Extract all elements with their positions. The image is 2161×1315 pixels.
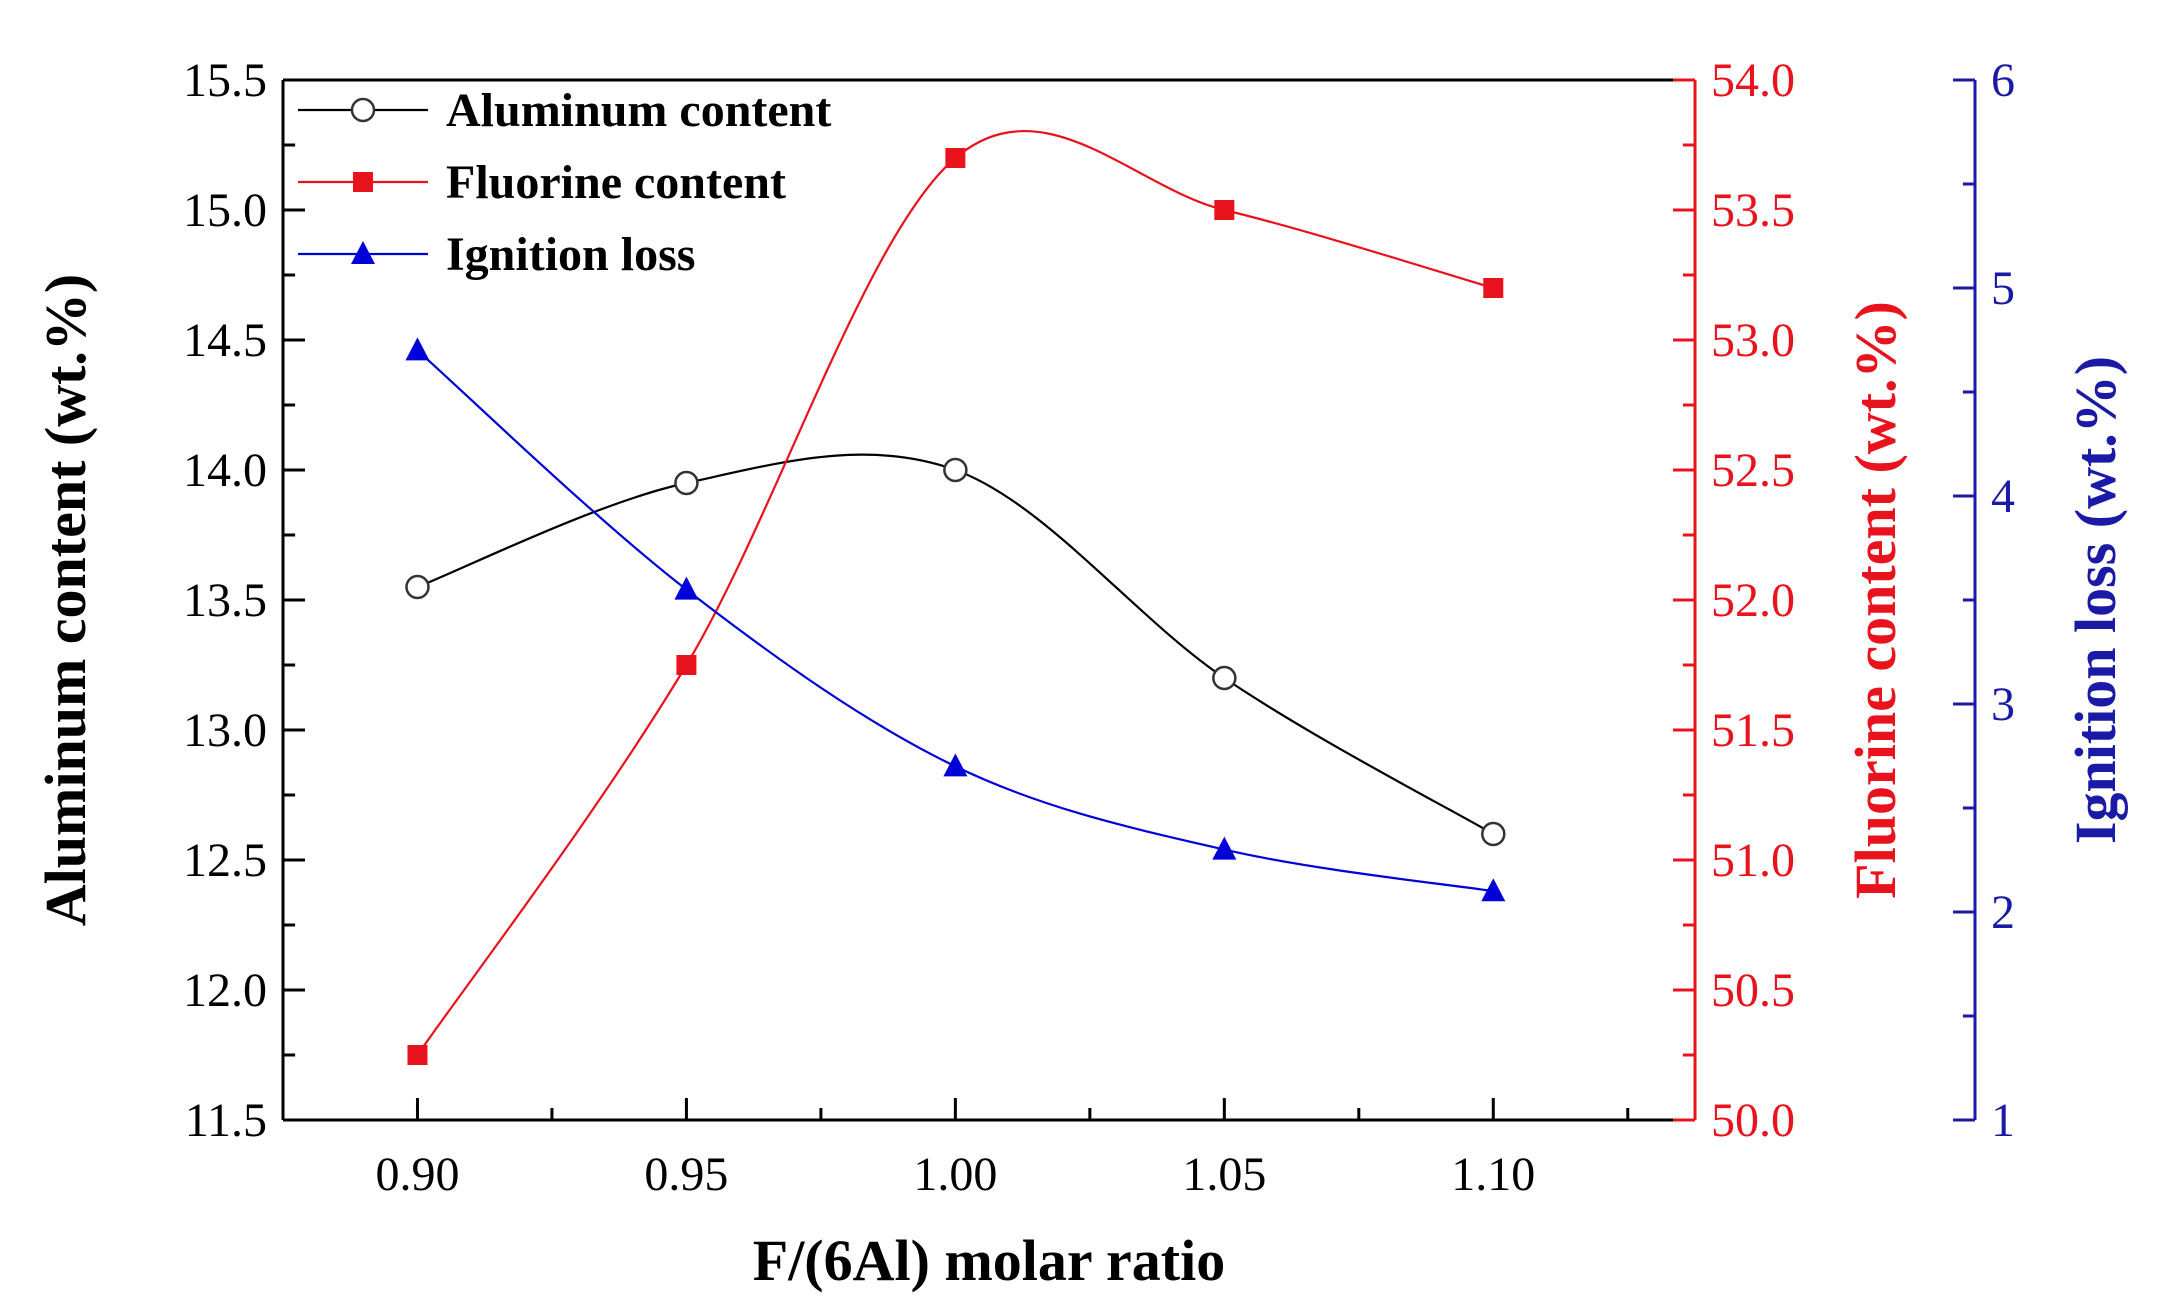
x-tick-label: 1.05 (1182, 1148, 1266, 1201)
ignition-axis-tick-label: 4 (1991, 470, 2015, 523)
aluminum-content-point (943, 457, 968, 483)
ignition-axis-tick-label: 3 (1991, 678, 2015, 731)
ignition-loss-point (943, 753, 968, 777)
left-axis-tick-label: 15.0 (183, 184, 267, 237)
ignition-axis-tick-label: 5 (1991, 262, 2015, 315)
fluorine-axis-tick-label: 52.5 (1711, 444, 1795, 497)
ignition-loss-point (1481, 878, 1506, 902)
x-tick-label: 1.10 (1451, 1148, 1535, 1201)
aluminum-content-point (405, 574, 430, 600)
x-tick-label: 0.95 (644, 1148, 728, 1201)
fluorine-axis-tick-label: 51.0 (1711, 834, 1795, 887)
legend-label-ignition-loss: Ignition loss (446, 228, 695, 281)
fluorine-axis-tick-label: 50.0 (1711, 1094, 1795, 1147)
fluorine-content-point (1483, 278, 1504, 298)
ignition-loss-point (405, 337, 430, 361)
left-axis-tick-label: 15.5 (183, 54, 267, 107)
fluorine-content-line (416, 129, 1494, 1056)
fluorine-axis-tick-label: 52.0 (1711, 574, 1795, 627)
left-axis-tick-label: 13.0 (183, 704, 267, 757)
fluorine-content-point (676, 655, 697, 675)
left-axis-tick-label: 12.0 (183, 964, 267, 1017)
aluminum-content-point (1481, 821, 1506, 847)
fluorine-axis-tick-label: 53.0 (1711, 314, 1795, 367)
left-axis-title: Aluminum content (wt.%) (33, 274, 98, 926)
fluorine-content-point (407, 1045, 428, 1065)
fluorine-axis-tick-label: 51.5 (1711, 704, 1795, 757)
left-axis-tick-label: 14.5 (183, 314, 267, 367)
aluminum-content-point (674, 470, 699, 496)
legend-label-aluminum-content: Aluminum content (446, 84, 831, 137)
fluorine-axis-tick-label: 53.5 (1711, 184, 1795, 237)
ignition-axis-tick-label: 2 (1991, 886, 2015, 939)
legend-marker-ignition-loss (351, 241, 375, 264)
aluminum-content-point (1212, 665, 1237, 691)
left-axis-tick-label: 13.5 (183, 574, 267, 627)
left-axis-tick-label: 11.5 (185, 1094, 267, 1147)
aluminum-content-line (417, 453, 1494, 835)
legend-label-fluorine-content: Fluorine content (446, 156, 786, 209)
fluorine-axis-tick-label: 54.0 (1711, 54, 1795, 107)
fluorine-content-point (1214, 200, 1235, 220)
legend-marker-fluorine-content (353, 172, 373, 192)
x-axis-title: F/(6Al) molar ratio (753, 1228, 1225, 1293)
fluorine-axis-title: Fluorine content (wt.%) (1843, 301, 1908, 899)
left-axis-tick-label: 12.5 (183, 834, 267, 887)
x-tick-label: 0.90 (375, 1148, 459, 1201)
legend-marker-aluminum-content (350, 97, 376, 123)
ignition-loss-point (1212, 836, 1237, 860)
ignition-axis-title: Ignition loss (wt.%) (2063, 356, 2128, 844)
ignition-loss-point (674, 576, 699, 600)
left-axis-tick-label: 14.0 (183, 444, 267, 497)
ignition-axis-tick-label: 6 (1991, 54, 2015, 107)
x-tick-label: 1.00 (913, 1148, 997, 1201)
ignition-loss-line (416, 349, 1494, 893)
fluorine-axis-tick-label: 50.5 (1711, 964, 1795, 1017)
ignition-axis-tick-label: 1 (1991, 1094, 2015, 1147)
fluorine-content-point (945, 148, 966, 168)
